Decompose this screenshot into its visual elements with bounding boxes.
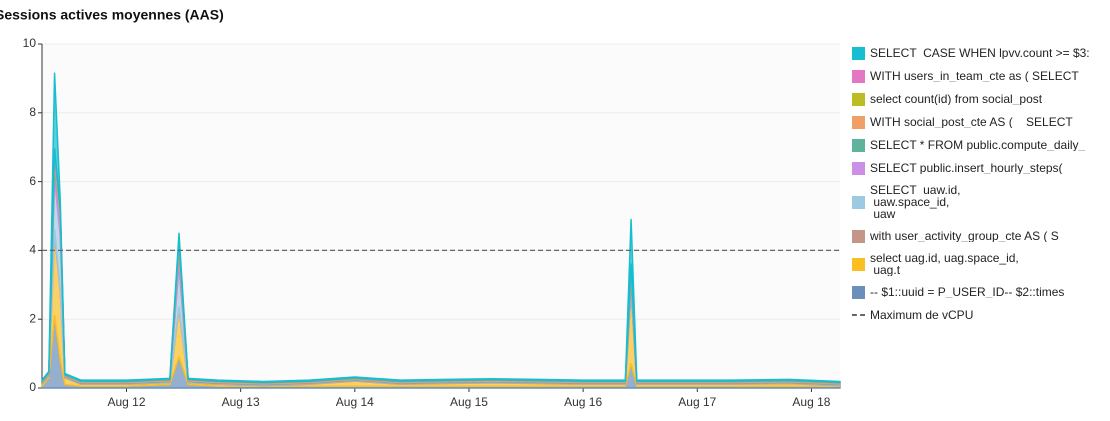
area — [41, 72, 841, 384]
x-tick-label: Aug 18 — [792, 395, 830, 409]
legend-label: WITH users_in_team_cte as ( SELECT — [870, 70, 1079, 82]
legend-label: SELECT uaw.id, uaw.space_id, uaw — [870, 184, 961, 220]
legend-label: select count(id) from social_post — [870, 93, 1043, 105]
legend-swatch — [852, 285, 865, 299]
x-tick-label: Aug 16 — [564, 395, 602, 409]
plot-area — [42, 44, 840, 388]
legend-label: select uag.id, uag.space_id, uag.t — [870, 252, 1019, 276]
legend-item: select count(id) from social_post — [852, 92, 1110, 106]
y-tick-label: 2 — [29, 311, 36, 325]
y-tick-label: 10 — [23, 36, 37, 50]
legend-label: -- $1::uuid = P_USER_ID-- $2::times — [870, 286, 1065, 298]
legend-swatch — [852, 314, 865, 316]
legend-swatch — [852, 138, 865, 152]
legend-item: WITH social_post_cte AS ( SELECT — [852, 115, 1110, 129]
legend-swatch — [852, 257, 865, 271]
x-tick-label: Aug 12 — [107, 395, 145, 409]
legend-label: WITH social_post_cte AS ( SELECT — [870, 116, 1073, 128]
chart: Sessions actives moyennes (AAS) 0 2 4 6 8 10 A… — [0, 7, 841, 409]
legend-item: SELECT uaw.id, uaw.space_id, uaw — [852, 184, 1110, 220]
legend-swatch — [852, 46, 865, 60]
y-tick-label: 0 — [29, 380, 36, 394]
legend-swatch — [852, 161, 865, 175]
legend-swatch — [852, 69, 865, 83]
legend-item: WITH users_in_team_cte as ( SELECT — [852, 69, 1110, 83]
legend: SELECT CASE WHEN lpvv.count >= $3: WITH u… — [852, 46, 1110, 331]
x-tick-label: Aug 15 — [450, 395, 488, 409]
legend-item: with user_activity_group_cte AS ( S — [852, 229, 1110, 243]
legend-label: with user_activity_group_cte AS ( S — [870, 230, 1059, 242]
legend-label: Maximum de vCPU — [870, 309, 974, 321]
legend-label: SELECT public.insert_hourly_steps( — [870, 162, 1063, 174]
legend-item: SELECT * FROM public.compute_daily_ — [852, 138, 1110, 152]
x-tick-label: Aug 14 — [336, 395, 374, 409]
legend-swatch — [852, 92, 865, 106]
legend-item: SELECT public.insert_hourly_steps( — [852, 161, 1110, 175]
y-tick-label: 6 — [29, 174, 36, 188]
y-tick-label: 8 — [29, 105, 36, 119]
legend-swatch — [852, 195, 865, 209]
legend-swatch — [852, 229, 865, 243]
legend-item: Maximum de vCPU — [852, 308, 1110, 322]
legend-item: -- $1::uuid = P_USER_ID-- $2::times — [852, 285, 1110, 299]
legend-swatch — [852, 115, 865, 129]
x-tick-label: Aug 13 — [222, 395, 260, 409]
x-tick-label: Aug 17 — [678, 395, 716, 409]
y-tick-label: 4 — [29, 243, 36, 257]
legend-label: SELECT CASE WHEN lpvv.count >= $3: — [870, 47, 1090, 59]
legend-item: SELECT CASE WHEN lpvv.count >= $3: — [852, 46, 1110, 60]
legend-item: select uag.id, uag.space_id, uag.t — [852, 252, 1110, 276]
legend-label: SELECT * FROM public.compute_daily_ — [870, 139, 1086, 151]
chart-title: Sessions actives moyennes (AAS) — [0, 7, 224, 23]
